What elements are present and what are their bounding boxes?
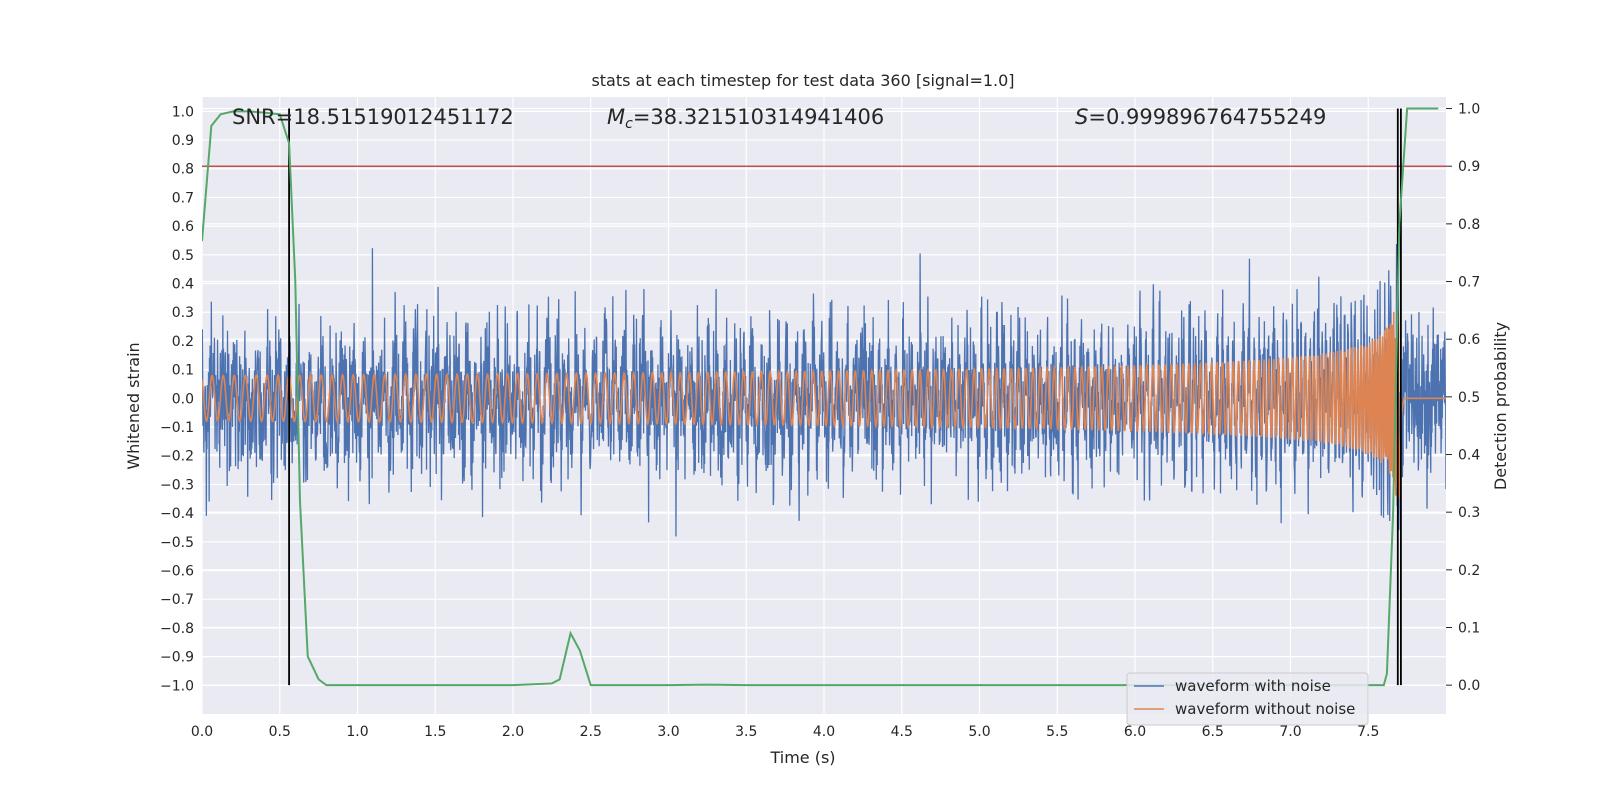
y-left-tick-−0.9: −0.9 — [160, 650, 194, 666]
mc-symbol: M — [607, 105, 625, 129]
x-tick-7.5: 7.5 — [1357, 724, 1379, 740]
x-tick-0.0: 0.0 — [191, 724, 213, 740]
y-left-tick-0.8: 0.8 — [172, 162, 194, 178]
clean-waveform-path — [202, 299, 1446, 499]
y-left-tick-0.5: 0.5 — [172, 248, 194, 264]
y-left-tick-0.1: 0.1 — [172, 363, 194, 379]
s-annotation: S=0.999896764755249 — [1075, 105, 1326, 129]
y-right-axis-label: Detection probability — [1491, 322, 1510, 490]
legend-box — [1126, 672, 1369, 726]
x-tick-5.0: 5.0 — [968, 724, 990, 740]
x-tick-4.0: 4.0 — [813, 724, 835, 740]
y-right-tick-0.8: 0.8 — [1458, 217, 1480, 233]
series-waveform-without-noise — [202, 299, 1446, 499]
mc-subscript: c — [625, 116, 633, 132]
detection-probability-line — [202, 107, 1439, 687]
x-tick-1.0: 1.0 — [346, 724, 368, 740]
legend-label-clean: waveform without noise — [1175, 700, 1355, 718]
y-left-tick-0.9: 0.9 — [172, 133, 194, 149]
y-left-tick-−0.6: −0.6 — [160, 564, 194, 580]
y-left-tick-0.3: 0.3 — [172, 305, 194, 321]
x-tick-4.5: 4.5 — [891, 724, 913, 740]
y-left-tick-0.4: 0.4 — [172, 277, 194, 293]
x-tick-7.0: 7.0 — [1279, 724, 1301, 740]
y-left-tick-−1.0: −1.0 — [160, 678, 194, 694]
y-left-axis-label: Whitened strain — [124, 342, 143, 469]
y-left-tick-−0.4: −0.4 — [160, 506, 194, 522]
y-left-tick-0.0: 0.0 — [172, 391, 194, 407]
x-tick-0.5: 0.5 — [269, 724, 291, 740]
y-left-tick-0.6: 0.6 — [172, 219, 194, 235]
mc-value: =38.321510314941406 — [633, 105, 884, 129]
y-left-tick-−0.3: −0.3 — [160, 477, 194, 493]
x-tick-3.5: 3.5 — [735, 724, 757, 740]
snr-annotation: SNR=18.51519012451172 — [232, 105, 514, 129]
y-left-tick-−0.2: −0.2 — [160, 449, 194, 465]
y-left-tick-−0.5: −0.5 — [160, 535, 194, 551]
detection-probability-path — [202, 107, 1439, 687]
y-right-tick-0.9: 0.9 — [1458, 159, 1480, 175]
x-tick-6.5: 6.5 — [1202, 724, 1224, 740]
y-right-tick-0.7: 0.7 — [1458, 275, 1480, 291]
y-right-tick-0.3: 0.3 — [1458, 505, 1480, 521]
s-value: =0.999896764755249 — [1088, 105, 1326, 129]
x-tick-5.5: 5.5 — [1046, 724, 1068, 740]
y-left-axis-ticks: 1.0 0.9 0.8 0.7 0.6 0.5 0.4 0.3 0.2 0.1 0.0 −0.1 −0.… — [160, 104, 194, 694]
x-tick-2.0: 2.0 — [502, 724, 524, 740]
y-left-tick-0.7: 0.7 — [172, 190, 194, 206]
y-right-tick-0.6: 0.6 — [1458, 332, 1480, 348]
chart-title: stats at each timestep for test data 360… — [591, 71, 1014, 90]
s-symbol: S — [1075, 105, 1088, 129]
x-tick-1.5: 1.5 — [424, 724, 446, 740]
y-left-tick-−0.7: −0.7 — [160, 592, 194, 608]
y-right-axis-ticks: 1.0 0.9 0.8 0.7 0.6 0.5 0.4 0.3 0.2 0.1 0.0 — [1446, 102, 1480, 694]
y-right-tick-0.2: 0.2 — [1458, 563, 1480, 579]
y-right-tick-0.5: 0.5 — [1458, 390, 1480, 406]
x-axis-ticks: 0.0 0.5 1.0 1.5 2.0 2.5 3.0 3.5 4.0 4.5 5.0 5.5 6.0 6… — [191, 724, 1380, 740]
y-left-tick-−0.8: −0.8 — [160, 621, 194, 637]
legend: waveform with noise waveform without noi… — [1126, 672, 1369, 726]
y-right-tick-0.1: 0.1 — [1458, 621, 1480, 637]
x-tick-3.0: 3.0 — [657, 724, 679, 740]
y-right-tick-0.0: 0.0 — [1458, 678, 1480, 694]
y-left-tick-1.0: 1.0 — [172, 104, 194, 120]
x-tick-6.0: 6.0 — [1124, 724, 1146, 740]
x-tick-2.5: 2.5 — [580, 724, 602, 740]
mc-annotation: Mc=38.321510314941406 — [607, 105, 884, 132]
y-right-tick-1.0: 1.0 — [1458, 102, 1480, 118]
x-axis-label: Time (s) — [769, 748, 835, 767]
y-left-tick-0.2: 0.2 — [172, 334, 194, 350]
y-right-tick-0.4: 0.4 — [1458, 448, 1480, 464]
legend-label-noise: waveform with noise — [1175, 677, 1331, 695]
y-left-tick-−0.1: −0.1 — [160, 420, 194, 436]
